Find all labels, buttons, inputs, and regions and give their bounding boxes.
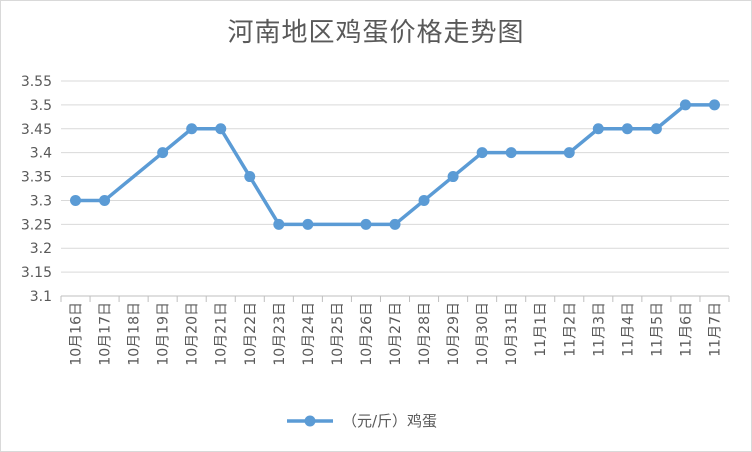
- x-tick-label: 10月28日: [417, 302, 433, 366]
- y-tick-label: 3.1: [30, 289, 52, 305]
- y-axis-ticks: 3.1 3.15 3.2 3.25 3.3 3.35 3.4 3.45 3.5 3.55: [21, 74, 52, 305]
- data-point: [215, 123, 227, 135]
- y-tick-label: 3.2: [30, 241, 52, 257]
- x-tick-label: 10月27日: [388, 302, 404, 366]
- x-tick-label: 11月5日: [649, 302, 665, 357]
- x-axis: [60, 295, 730, 302]
- data-point: [505, 147, 517, 159]
- x-tick-label: 11月1日: [533, 302, 549, 357]
- x-tick-label: 10月18日: [127, 302, 143, 366]
- data-point: [157, 147, 169, 159]
- x-tick-label: 10月29日: [446, 302, 462, 366]
- data-point: [302, 218, 314, 230]
- series-line: [73, 103, 717, 227]
- x-tick-label: 10月19日: [156, 302, 172, 366]
- data-point: [99, 194, 111, 206]
- y-tick-label: 3.15: [21, 265, 52, 281]
- data-point: [389, 218, 401, 230]
- chart-title: 河南地区鸡蛋价格走势图: [227, 18, 525, 48]
- data-point: [186, 123, 198, 135]
- data-point: [244, 171, 256, 183]
- data-point: [360, 218, 372, 230]
- y-tick-label: 3.3: [30, 193, 52, 209]
- x-tick-label: 11月6日: [678, 302, 694, 357]
- x-tick-label: 10月21日: [214, 302, 230, 366]
- y-tick-label: 3.25: [21, 217, 52, 233]
- x-tick-label: 11月2日: [562, 302, 578, 357]
- data-point: [592, 123, 604, 135]
- x-tick-label: 10月22日: [243, 302, 259, 366]
- x-tick-label: 10月17日: [98, 302, 114, 366]
- x-tick-label: 10月31日: [504, 302, 520, 366]
- series-group: [70, 99, 720, 230]
- data-point: [563, 147, 575, 159]
- data-point: [621, 123, 633, 135]
- x-tick-label: 10月23日: [272, 302, 288, 366]
- x-tick-label: 10月24日: [301, 302, 317, 366]
- data-point: [447, 171, 459, 183]
- data-point: [650, 123, 662, 135]
- data-point: [273, 218, 285, 230]
- x-tick-label: 10月20日: [185, 302, 201, 366]
- data-point: [418, 194, 430, 206]
- y-tick-label: 3.35: [21, 170, 52, 186]
- data-point: [708, 99, 720, 111]
- data-point: [679, 99, 691, 111]
- y-tick-label: 3.45: [21, 122, 52, 138]
- y-tick-label: 3.55: [21, 74, 52, 90]
- y-tick-label: 3.4: [30, 146, 52, 162]
- data-point: [70, 194, 82, 206]
- x-tick-label: 10月25日: [330, 302, 346, 366]
- x-tick-label: 10月16日: [69, 302, 85, 366]
- legend: （元/斤）鸡蛋: [287, 412, 437, 430]
- x-tick-label: 11月4日: [620, 302, 636, 357]
- legend-marker: [304, 415, 316, 427]
- legend-label: （元/斤）鸡蛋: [342, 412, 437, 430]
- x-tick-label: 10月26日: [359, 302, 375, 366]
- x-tick-label: 11月7日: [707, 302, 723, 357]
- gridlines: [61, 80, 729, 273]
- data-point: [476, 147, 488, 159]
- x-tick-label: 11月3日: [591, 302, 607, 357]
- x-tick-label: 10月30日: [475, 302, 491, 366]
- x-axis-ticks: 10月16日 10月17日 10月18日 10月19日 10月20日 10月21日 10月2…: [69, 302, 724, 366]
- y-tick-label: 3.5: [30, 98, 52, 114]
